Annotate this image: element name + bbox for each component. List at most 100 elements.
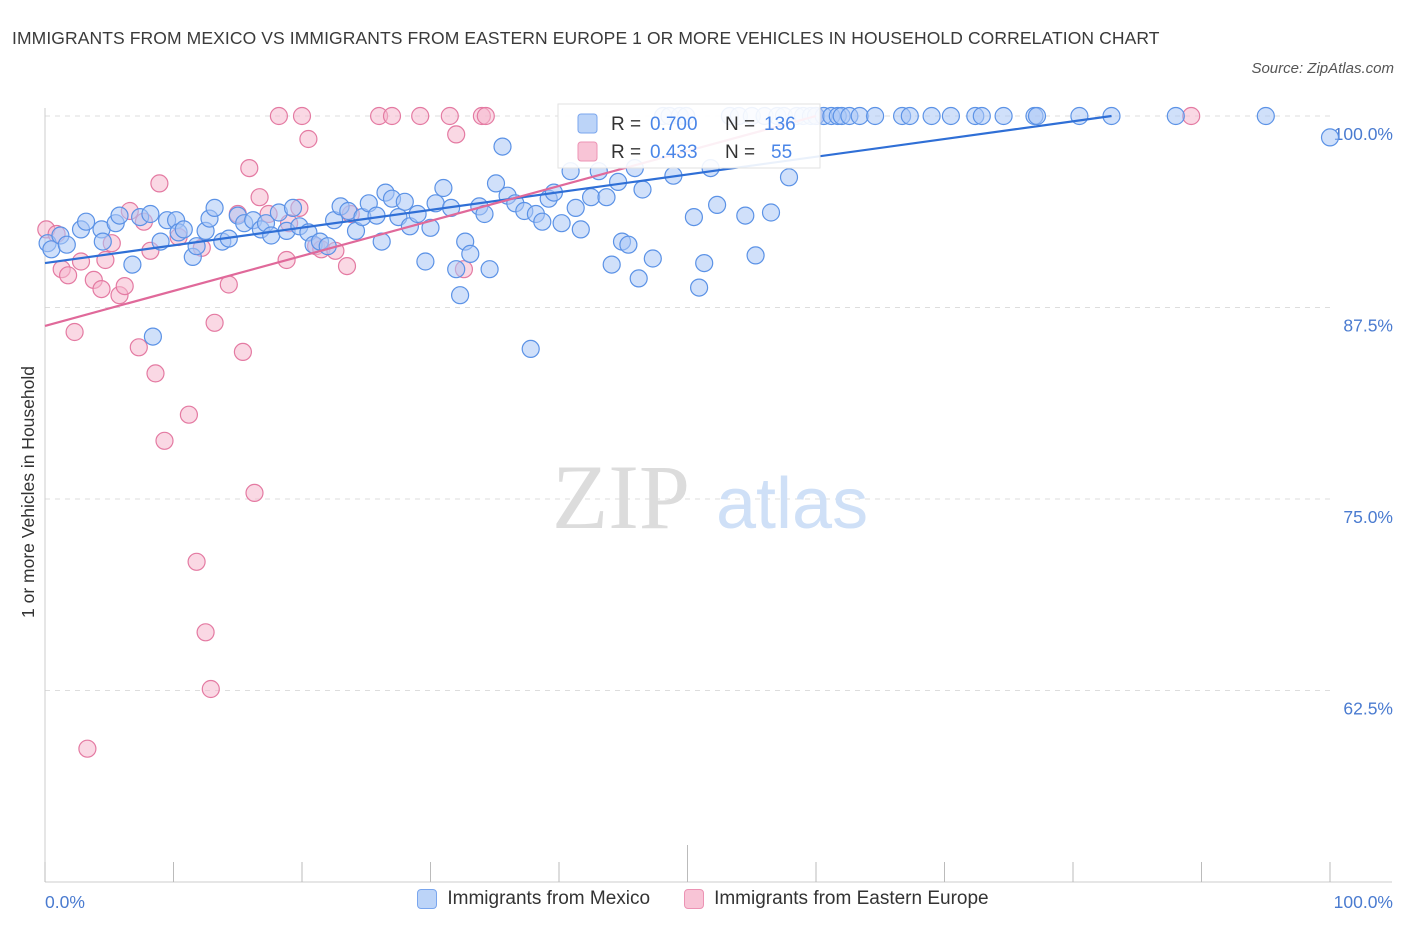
point-mexico-98 xyxy=(695,254,714,273)
point-eastern-europe-12 xyxy=(115,277,134,296)
point-mexico-97 xyxy=(689,278,709,297)
stats-r-label-1: R = xyxy=(611,114,641,135)
point-mexico-12 xyxy=(141,204,160,224)
stats-box: R = 0.700 N = 136 R = 0.433 N = 55 xyxy=(557,103,821,169)
axes: 100.0% 87.5% 75.0% 62.5% 0.0% 100.0% xyxy=(44,108,1393,912)
point-mexico-131 xyxy=(1166,106,1185,126)
point-mexico-83 xyxy=(602,255,621,274)
point-mexico-82 xyxy=(597,188,616,207)
point-mexico-88 xyxy=(629,269,648,288)
x-tick-label-min: 0.0% xyxy=(45,892,85,912)
point-eastern-europe-18 xyxy=(150,174,169,193)
legend: Immigrants from Mexico Immigrants from E… xyxy=(0,888,1406,910)
point-mexico-127 xyxy=(994,106,1013,126)
point-eastern-europe-54 xyxy=(1182,106,1201,126)
point-eastern-europe-46 xyxy=(382,106,402,126)
point-eastern-europe-30 xyxy=(240,159,259,178)
point-eastern-europe-24 xyxy=(196,623,215,642)
point-mexico-86 xyxy=(619,235,638,254)
point-mexico-120 xyxy=(850,106,869,126)
legend-label-mexico: Immigrants from Mexico xyxy=(447,888,651,909)
point-mexico-65 xyxy=(480,260,499,279)
point-mexico-129 xyxy=(1027,106,1047,126)
source-label: Source: ZipAtlas.com xyxy=(1251,60,1394,77)
point-mexico-89 xyxy=(633,180,652,199)
point-eastern-europe-43 xyxy=(337,257,357,276)
point-mexico-10 xyxy=(123,255,142,274)
point-eastern-europe-21 xyxy=(179,405,198,424)
point-eastern-europe-48 xyxy=(440,106,459,126)
point-eastern-europe-17 xyxy=(146,364,165,383)
stats-r-value-1: 0.700 xyxy=(650,114,698,135)
watermark-zip: ZIP xyxy=(552,446,690,548)
point-mexico-103 xyxy=(736,206,755,225)
point-mexico-31 xyxy=(262,226,281,245)
legend-item-eastern-europe[interactable]: Immigrants from Eastern Europe xyxy=(684,888,989,910)
point-mexico-107 xyxy=(761,203,781,222)
stats-r-label-2: R = xyxy=(611,142,641,163)
point-eastern-europe-26 xyxy=(205,313,224,332)
point-eastern-europe-39 xyxy=(299,129,318,149)
point-eastern-europe-31 xyxy=(245,483,264,502)
stats-n-label-1: N = xyxy=(725,114,755,135)
y-tick-label-0: 100.0% xyxy=(1334,124,1393,144)
point-mexico-54 xyxy=(416,252,435,271)
point-mexico-59 xyxy=(447,260,466,279)
point-mexico-23 xyxy=(205,198,224,217)
point-mexico-73 xyxy=(533,212,552,231)
stats-n-value-2: 55 xyxy=(771,142,792,163)
point-mexico-57 xyxy=(434,178,453,198)
point-mexico-18 xyxy=(174,220,193,239)
data-points xyxy=(37,106,1340,758)
y-tick-label-2: 75.0% xyxy=(1343,507,1393,527)
stats-swatch-pink xyxy=(577,141,598,162)
point-eastern-europe-19 xyxy=(155,431,174,450)
point-mexico-133 xyxy=(1320,128,1340,147)
y-axis-label: 1 or more Vehicles in Household xyxy=(18,366,38,618)
point-mexico-53 xyxy=(408,204,427,224)
grid-lines xyxy=(45,115,1330,691)
point-eastern-europe-4 xyxy=(65,322,84,342)
point-mexico-79 xyxy=(571,220,590,239)
y-tick-label-3: 62.5% xyxy=(1343,699,1393,719)
legend-swatch-blue xyxy=(417,889,438,909)
point-mexico-66 xyxy=(486,174,506,193)
point-mexico-78 xyxy=(566,198,585,217)
point-mexico-3 xyxy=(57,235,76,254)
point-mexico-110 xyxy=(779,168,799,187)
legend-item-mexico[interactable]: Immigrants from Mexico xyxy=(417,888,650,910)
stats-n-label-2: N = xyxy=(725,142,755,163)
point-mexico-76 xyxy=(552,214,571,233)
point-eastern-europe-49 xyxy=(447,125,466,144)
point-eastern-europe-5 xyxy=(71,252,91,271)
point-mexico-5 xyxy=(76,212,96,231)
point-mexico-124 xyxy=(922,106,941,126)
legend-label-eastern-europe: Immigrants from Eastern Europe xyxy=(714,888,989,909)
point-eastern-europe-25 xyxy=(201,679,220,699)
point-eastern-europe-22 xyxy=(187,552,206,571)
point-mexico-60 xyxy=(451,286,470,305)
point-eastern-europe-29 xyxy=(233,342,252,361)
point-mexico-123 xyxy=(900,106,919,126)
trend-line-mexico xyxy=(44,114,1112,265)
legend-swatch-pink xyxy=(684,889,705,909)
point-mexico-105 xyxy=(746,246,765,265)
point-mexico-80 xyxy=(581,188,601,207)
point-mexico-125 xyxy=(941,106,961,126)
point-mexico-9 xyxy=(110,206,129,225)
point-mexico-51 xyxy=(395,192,414,211)
point-eastern-europe-32 xyxy=(250,188,269,207)
point-eastern-europe-6 xyxy=(78,739,97,758)
point-mexico-84 xyxy=(608,172,628,191)
point-eastern-europe-38 xyxy=(292,106,312,126)
point-mexico-121 xyxy=(865,106,885,126)
point-mexico-71 xyxy=(521,339,540,358)
point-eastern-europe-8 xyxy=(92,280,111,299)
point-eastern-europe-34 xyxy=(269,106,288,126)
point-mexico-34 xyxy=(283,198,303,217)
point-mexico-90 xyxy=(643,249,662,268)
point-mexico-100 xyxy=(707,195,727,214)
point-mexico-62 xyxy=(461,244,480,263)
point-eastern-europe-14 xyxy=(129,338,148,357)
